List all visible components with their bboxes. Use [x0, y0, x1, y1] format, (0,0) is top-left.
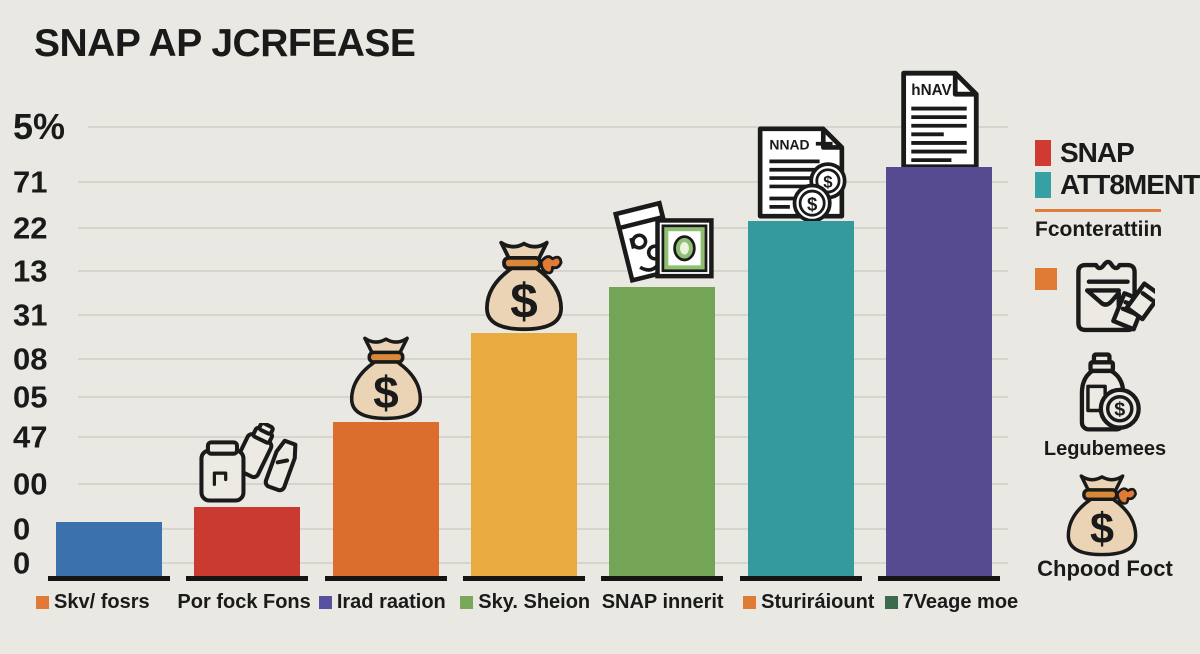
svg-text:$: $ — [823, 172, 833, 191]
chart-title: SNAP AP JCRFEASE — [34, 22, 416, 65]
category-label-2: Por fock Fons — [177, 590, 318, 614]
bar-7 — [885, 167, 992, 576]
y-axis-tick-label: 0 — [13, 511, 31, 547]
gridline — [78, 181, 1008, 183]
svg-text:hNAV: hNAV — [911, 82, 952, 99]
bar-column-7: hNAV — [870, 68, 1008, 581]
category-label-text: Skv/ fosrs — [54, 591, 150, 613]
y-axis-tick-label: 47 — [13, 419, 48, 455]
svg-text:$: $ — [1090, 505, 1114, 553]
bar-baseline — [462, 576, 585, 581]
category-label-6: Sturiráiount — [743, 590, 884, 614]
gridline — [78, 227, 1008, 229]
bar-3 — [332, 422, 439, 576]
category-label-text: Irad raation — [336, 591, 446, 613]
bar-baseline — [186, 576, 309, 581]
legend-item-attbment: ATT8MENT — [1035, 169, 1200, 200]
legend-item-snap: SNAP — [1035, 137, 1135, 168]
y-axis-tick-label: 00 — [13, 466, 48, 502]
category-label-text: 7Veage moe — [902, 591, 1019, 613]
svg-text:$: $ — [807, 194, 818, 215]
svg-text:$: $ — [373, 367, 398, 418]
category-marker — [318, 595, 332, 609]
category-label-4: Sky. Sheion — [460, 590, 601, 614]
legend-entry-label: Legubemees — [1043, 438, 1167, 460]
y-axis-tick-label: 05 — [13, 379, 48, 415]
x-axis-category-row: Skv/ fosrs Por fock Fons Irad raation Sky. … — [36, 590, 1026, 614]
svg-text:$: $ — [1114, 399, 1125, 421]
teal-swatch — [1035, 172, 1051, 198]
bar-2 — [194, 507, 301, 576]
y-axis-tick-label: 5% — [13, 106, 66, 147]
legend-item-label: SNAP — [1060, 137, 1135, 168]
legend-entry-coupons — [1035, 258, 1155, 344]
category-marker — [460, 595, 474, 609]
bar-column-4: $ — [455, 236, 593, 581]
bar-column-6: NNAD $ $ — [732, 124, 870, 581]
legend-entry-legubemees: $ — [1068, 352, 1144, 443]
category-label-text: Sky. Sheion — [478, 591, 591, 613]
category-marker — [884, 595, 898, 609]
bar-baseline — [601, 576, 724, 581]
cash-icon — [613, 200, 714, 284]
y-axis-tick-label: 71 — [13, 164, 48, 200]
category-label-1: Skv/ fosrs — [36, 590, 177, 614]
legend-subtitle: Fconterattiin — [1035, 218, 1163, 241]
bottles-icon — [199, 423, 298, 503]
legend-entry-chpood: $ — [1058, 470, 1146, 563]
bar-baseline — [324, 576, 447, 581]
category-label-7: 7Veage moe — [884, 590, 1026, 614]
y-axis-tick-label: 08 — [13, 341, 48, 377]
invoice-coins-icon: NNAD $ $ — [757, 126, 847, 221]
category-label-5: SNAP innerit — [602, 590, 743, 614]
red-swatch — [1035, 140, 1051, 166]
bar-column-3: $ — [317, 332, 455, 581]
y-axis-tick-label: 0 — [13, 545, 31, 581]
y-axis-tick-label: 13 — [13, 253, 48, 289]
bar-5 — [609, 287, 716, 576]
bar-baseline — [48, 576, 170, 581]
bar-column-1 — [40, 522, 178, 581]
bar-baseline — [739, 576, 862, 581]
clipboard-receipt-icon — [1076, 259, 1155, 333]
money-bag-icon: $ — [349, 336, 422, 421]
orange-swatch — [1035, 268, 1057, 290]
category-label-text: SNAP innerit — [601, 591, 724, 613]
svg-text:$: $ — [510, 274, 538, 329]
money-bag-large-icon: $ — [1066, 474, 1138, 557]
category-marker — [36, 595, 49, 609]
bar-chart-plot: $ $ NNAD — [40, 70, 1008, 581]
category-label-text: Sturiráiount — [761, 591, 875, 613]
money-bag-bow-icon: $ — [484, 240, 563, 332]
document-icon: hNAV — [901, 70, 979, 170]
bottle-coin-icon: $ — [1079, 352, 1141, 432]
bar-1 — [56, 522, 162, 576]
category-label-3: Irad raation — [318, 590, 460, 614]
gridline — [88, 126, 1008, 128]
bar-6 — [747, 221, 854, 576]
svg-text:NNAD: NNAD — [769, 136, 809, 152]
bar-column-5 — [593, 197, 731, 581]
bar-4 — [470, 333, 577, 576]
legend-item-label: ATT8MENT — [1060, 169, 1200, 200]
legend-divider — [1035, 209, 1161, 212]
y-axis-tick-label: 31 — [13, 297, 48, 333]
bar-column-2 — [178, 423, 316, 581]
legend-entry-label: Chpood Foct — [1037, 556, 1173, 581]
y-axis-tick-label: 22 — [13, 210, 48, 246]
category-label-text: Por fock Fons — [177, 591, 311, 613]
bar-baseline — [877, 576, 1000, 581]
category-marker — [743, 595, 757, 609]
